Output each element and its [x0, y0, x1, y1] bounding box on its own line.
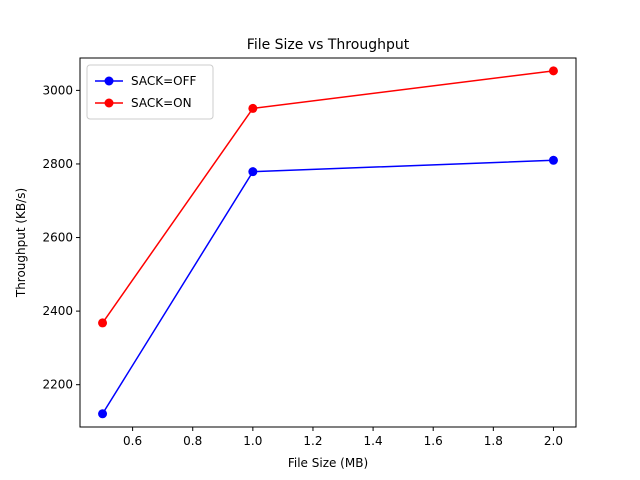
x-tick-label: 0.6	[123, 434, 142, 448]
x-tick-label: 1.4	[364, 434, 383, 448]
x-tick-label: 0.8	[183, 434, 202, 448]
x-tick-label: 1.0	[243, 434, 262, 448]
data-point-sack-off	[98, 409, 108, 419]
y-tick-label: 2200	[42, 378, 73, 392]
y-tick-label: 2800	[42, 157, 73, 171]
legend-marker	[104, 76, 114, 86]
x-tick-label: 1.8	[484, 434, 503, 448]
x-tick-label: 2.0	[544, 434, 563, 448]
legend: SACK=OFF SACK=ON	[86, 64, 214, 120]
x-tick-label: 1.6	[424, 434, 443, 448]
y-axis-label: Throughput (KB/s)	[14, 188, 28, 298]
legend-label: SACK=ON	[131, 96, 192, 110]
data-point-sack-on	[248, 103, 258, 113]
x-tick-label: 1.2	[303, 434, 322, 448]
chart-title: File Size vs Throughput	[247, 37, 410, 53]
x-axis-label: File Size (MB)	[288, 456, 368, 470]
plot-area	[98, 66, 558, 419]
legend-label: SACK=OFF	[131, 74, 196, 88]
data-point-sack-off	[248, 167, 258, 177]
y-tick-label: 2600	[42, 231, 73, 245]
data-point-sack-off	[548, 155, 558, 165]
y-tick-label: 3000	[42, 83, 73, 97]
legend-marker	[104, 98, 114, 108]
y-axis: 2200 2400 2600 2800 3000	[42, 83, 80, 392]
y-tick-label: 2400	[42, 304, 73, 318]
data-point-sack-on	[548, 66, 558, 76]
axes-frame	[79, 57, 577, 428]
x-axis: 0.6 0.8 1.0 1.2 1.4 1.6 1.8 2.0	[123, 427, 563, 448]
data-point-sack-on	[98, 318, 108, 328]
legend-box	[86, 64, 214, 120]
